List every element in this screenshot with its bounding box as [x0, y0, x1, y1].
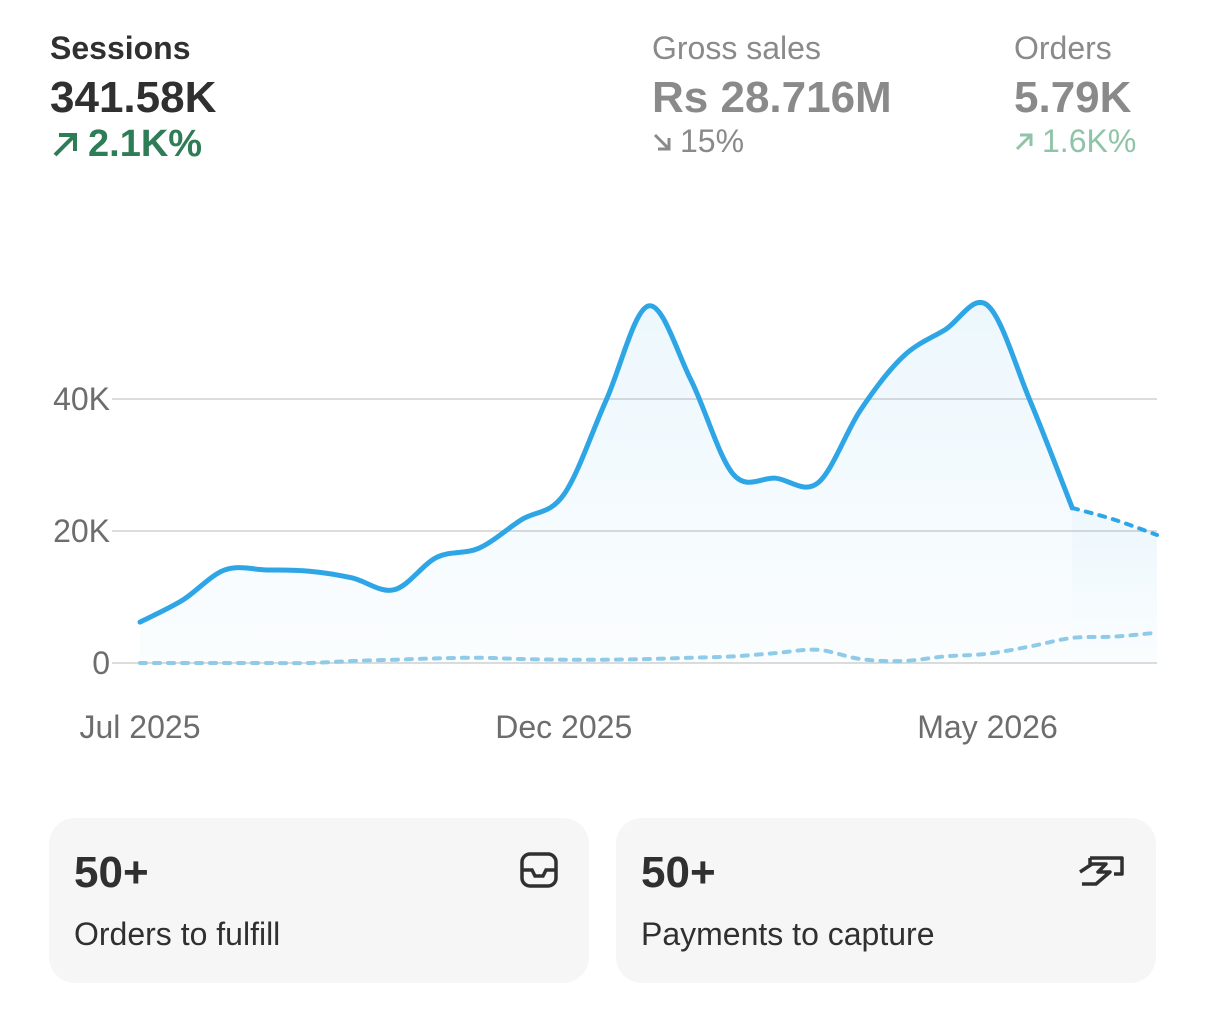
arrow-down — [653, 133, 671, 150]
y-tick-label: 0 — [92, 645, 110, 681]
metric-change: 1.6K% — [1042, 123, 1137, 159]
card-value: 50+ — [74, 848, 149, 897]
metric-label: Orders — [1014, 30, 1112, 66]
x-tick-label: Dec 2025 — [495, 709, 632, 745]
chart: 0 20K 40K Jul 2025 Dec 2025 May 2026 — [53, 300, 1159, 745]
card-label: Payments to capture — [641, 916, 935, 952]
metric-change-row: 1.6K% — [1014, 123, 1136, 160]
arrow-up — [53, 132, 77, 156]
card[interactable]: 50+ Orders to fulfill — [49, 818, 589, 983]
area — [1072, 507, 1157, 663]
line — [137, 300, 1075, 625]
metric-label: Gross sales — [652, 30, 821, 66]
metric-change: 2.1K% — [88, 123, 203, 165]
y-tick-label: 20K — [53, 513, 110, 549]
card[interactable]: 50+ Payments to capture — [616, 818, 1156, 983]
metric-change-row: 15% — [652, 123, 892, 160]
metric[interactable]: Gross sales Rs 28.716M 15% — [652, 30, 892, 160]
metric-value: 5.79K — [1014, 73, 1132, 122]
y-tick-label: 40K — [53, 381, 110, 417]
metric-change: 15% — [680, 123, 745, 159]
metric-value: Rs 28.716M — [652, 73, 892, 122]
payment-icon — [1079, 856, 1124, 886]
metric-label: Sessions — [50, 30, 191, 66]
x-tick-label: May 2026 — [917, 709, 1058, 745]
x-tick-label: Jul 2025 — [80, 709, 201, 745]
metric[interactable]: Orders 5.79K 1.6K% — [1014, 30, 1136, 160]
metric[interactable]: Sessions 341.58K 2.1K% — [50, 30, 216, 166]
card-value: 50+ — [641, 848, 716, 897]
metric-change-row: 2.1K% — [50, 123, 216, 166]
line — [138, 630, 1159, 666]
card-label: Orders to fulfill — [74, 916, 281, 952]
line — [1070, 505, 1159, 537]
metric-value: 341.58K — [50, 73, 217, 122]
area — [140, 302, 1073, 663]
inbox-icon — [520, 852, 558, 888]
arrow-up — [1015, 133, 1033, 150]
